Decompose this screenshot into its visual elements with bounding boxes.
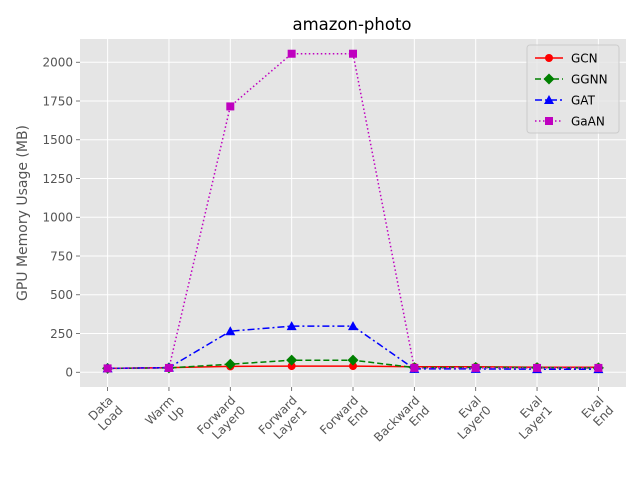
diamond-marker	[286, 354, 298, 366]
y-tick-label: 250	[50, 327, 73, 341]
x-tick-label: ForwardEnd	[317, 393, 371, 447]
legend-item: GAT	[535, 93, 596, 107]
legend-item: GCN	[535, 51, 598, 65]
x-tick-label: ForwardLayer1	[256, 393, 310, 447]
y-tick-label: 1750	[42, 94, 73, 108]
legend-box	[526, 44, 620, 134]
grid	[80, 39, 626, 387]
legend-label: GAT	[571, 93, 596, 107]
diamond-marker	[543, 73, 555, 85]
square-marker	[103, 364, 112, 373]
y-tick-label: 500	[50, 288, 73, 302]
square-marker	[471, 363, 480, 372]
y-tick-label: 1000	[42, 211, 73, 225]
x-tick-label: WarmUp	[143, 393, 187, 437]
circle-marker	[287, 362, 296, 371]
x-tick-label: BackwardEnd	[371, 393, 432, 454]
legend-label: GGNN	[571, 72, 608, 86]
y-tick-label: 750	[50, 249, 73, 263]
triangle-marker	[544, 95, 554, 104]
x-tick-label: DataLoad	[85, 393, 125, 433]
legend: GCN GGNN GAT GaAN	[526, 44, 620, 134]
triangle-marker	[225, 326, 236, 336]
square-marker	[410, 363, 419, 372]
y-axis-ticks: 0 250 500 750 1000 1250 1500 1750 2000	[42, 56, 80, 380]
x-axis-ticks: DataLoad WarmUp ForwardLayer0 ForwardLayer1…	[85, 387, 617, 454]
square-marker	[594, 363, 603, 372]
triangle-marker	[348, 321, 358, 331]
square-marker	[545, 117, 553, 125]
series-gaan	[103, 49, 603, 373]
legend-label: GaAN	[571, 114, 605, 128]
circle-marker	[545, 54, 553, 62]
square-marker	[287, 49, 296, 58]
square-marker	[226, 102, 235, 111]
x-tick-label: ForwardLayer0	[194, 393, 248, 447]
diamond-marker	[347, 354, 359, 366]
x-tick-label: EvalEnd	[579, 393, 617, 431]
y-tick-label: 1500	[42, 133, 73, 147]
square-marker	[349, 49, 357, 58]
y-tick-label: 2000	[42, 56, 73, 70]
y-tick-label: 1250	[42, 172, 73, 186]
diamond-marker	[224, 358, 236, 370]
y-tick-label: 0	[65, 366, 73, 380]
legend-label: GCN	[571, 51, 598, 65]
y-axis-label: GPU Memory Usage (MB)	[15, 125, 31, 301]
legend-item: GaAN	[535, 114, 605, 128]
square-marker	[533, 363, 542, 372]
plot-area: 0 250 500 750 1000 1250 1500 1750 2000 DataLoad Wa…	[42, 39, 626, 454]
circle-marker	[349, 362, 357, 371]
x-tick-label: EvalLayer1	[506, 393, 555, 442]
triangle-marker	[286, 321, 297, 331]
x-tick-label: EvalLayer0	[445, 393, 494, 442]
chart-title: amazon-photo	[292, 15, 411, 34]
square-marker	[164, 363, 173, 372]
legend-item: GGNN	[535, 72, 608, 86]
